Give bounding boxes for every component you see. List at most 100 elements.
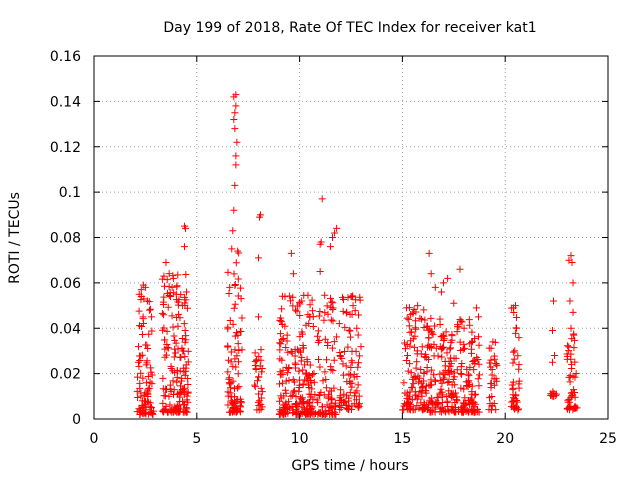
data-point [405,315,413,323]
data-point [318,195,326,203]
data-point [417,366,425,374]
data-point [286,292,294,300]
data-point [276,346,284,354]
data-point [139,403,147,411]
data-point [353,387,361,395]
data-point [134,373,142,381]
data-point [293,307,301,315]
data-point [224,368,232,376]
data-point [138,351,146,359]
data-point [228,245,236,253]
data-point [276,380,284,388]
data-point [438,391,446,399]
data-point [277,394,285,402]
data-point [254,254,262,262]
y-tick-label: 0.02 [50,367,81,383]
data-point [475,382,483,390]
data-point [237,284,245,292]
data-point [232,152,240,160]
data-point [184,381,192,389]
data-point [180,384,188,392]
data-point [287,348,295,356]
data-point [315,312,323,320]
data-point [314,338,322,346]
data-point [457,363,465,371]
data-point [491,355,499,363]
data-point [146,378,154,386]
data-point [353,324,361,332]
data-point [349,302,357,310]
data-point [457,384,465,392]
data-point [281,386,289,394]
data-point [230,304,238,312]
data-point [136,352,144,360]
data-point [424,403,432,411]
data-point [323,302,331,310]
data-point [321,291,329,299]
data-point [438,344,446,352]
data-point [134,394,142,402]
data-point [349,292,357,300]
data-point [283,337,291,345]
data-point [135,307,143,315]
data-point [452,408,460,416]
data-point [316,307,324,315]
data-point [294,346,302,354]
data-point [174,322,182,330]
data-point [285,376,293,384]
data-point [459,345,467,353]
data-point [346,388,354,396]
data-point [336,394,344,402]
data-point [178,334,186,342]
data-point [177,353,185,361]
data-point [486,359,494,367]
data-point [508,381,516,389]
y-tick-label: 0.12 [50,140,81,156]
data-point [406,342,414,350]
data-point [447,360,455,368]
data-point [412,391,420,399]
x-tick-label: 10 [291,431,309,447]
data-point [169,323,177,331]
data-point [227,348,235,356]
data-point [237,327,245,335]
data-point [173,314,181,322]
data-point [339,307,347,315]
data-point [234,384,242,392]
data-point [168,312,176,320]
data-point [142,361,150,369]
data-point [296,381,304,389]
data-point [257,384,265,392]
data-point [144,372,152,380]
data-point [227,358,235,366]
data-point [425,334,433,342]
data-point [355,403,363,411]
data-point [347,292,355,300]
data-point [467,345,475,353]
data-point [427,270,435,278]
data-point [548,327,556,335]
data-point [442,328,450,336]
data-point [475,333,483,341]
data-point [231,346,239,354]
data-point [331,229,339,237]
data-point [551,351,559,359]
data-point [225,374,233,382]
data-point [436,370,444,378]
data-point [513,403,521,411]
data-point [160,324,168,332]
data-point [444,274,452,282]
data-point [159,298,167,306]
data-point [171,407,179,415]
data-point [418,392,426,400]
data-point [445,366,453,374]
data-point [144,390,152,398]
data-point [251,358,259,366]
data-point [159,374,167,382]
data-point [403,304,411,312]
data-point [180,320,188,328]
data-point [443,349,451,357]
data-point [148,380,156,388]
data-point [418,315,426,323]
data-point [174,271,182,279]
